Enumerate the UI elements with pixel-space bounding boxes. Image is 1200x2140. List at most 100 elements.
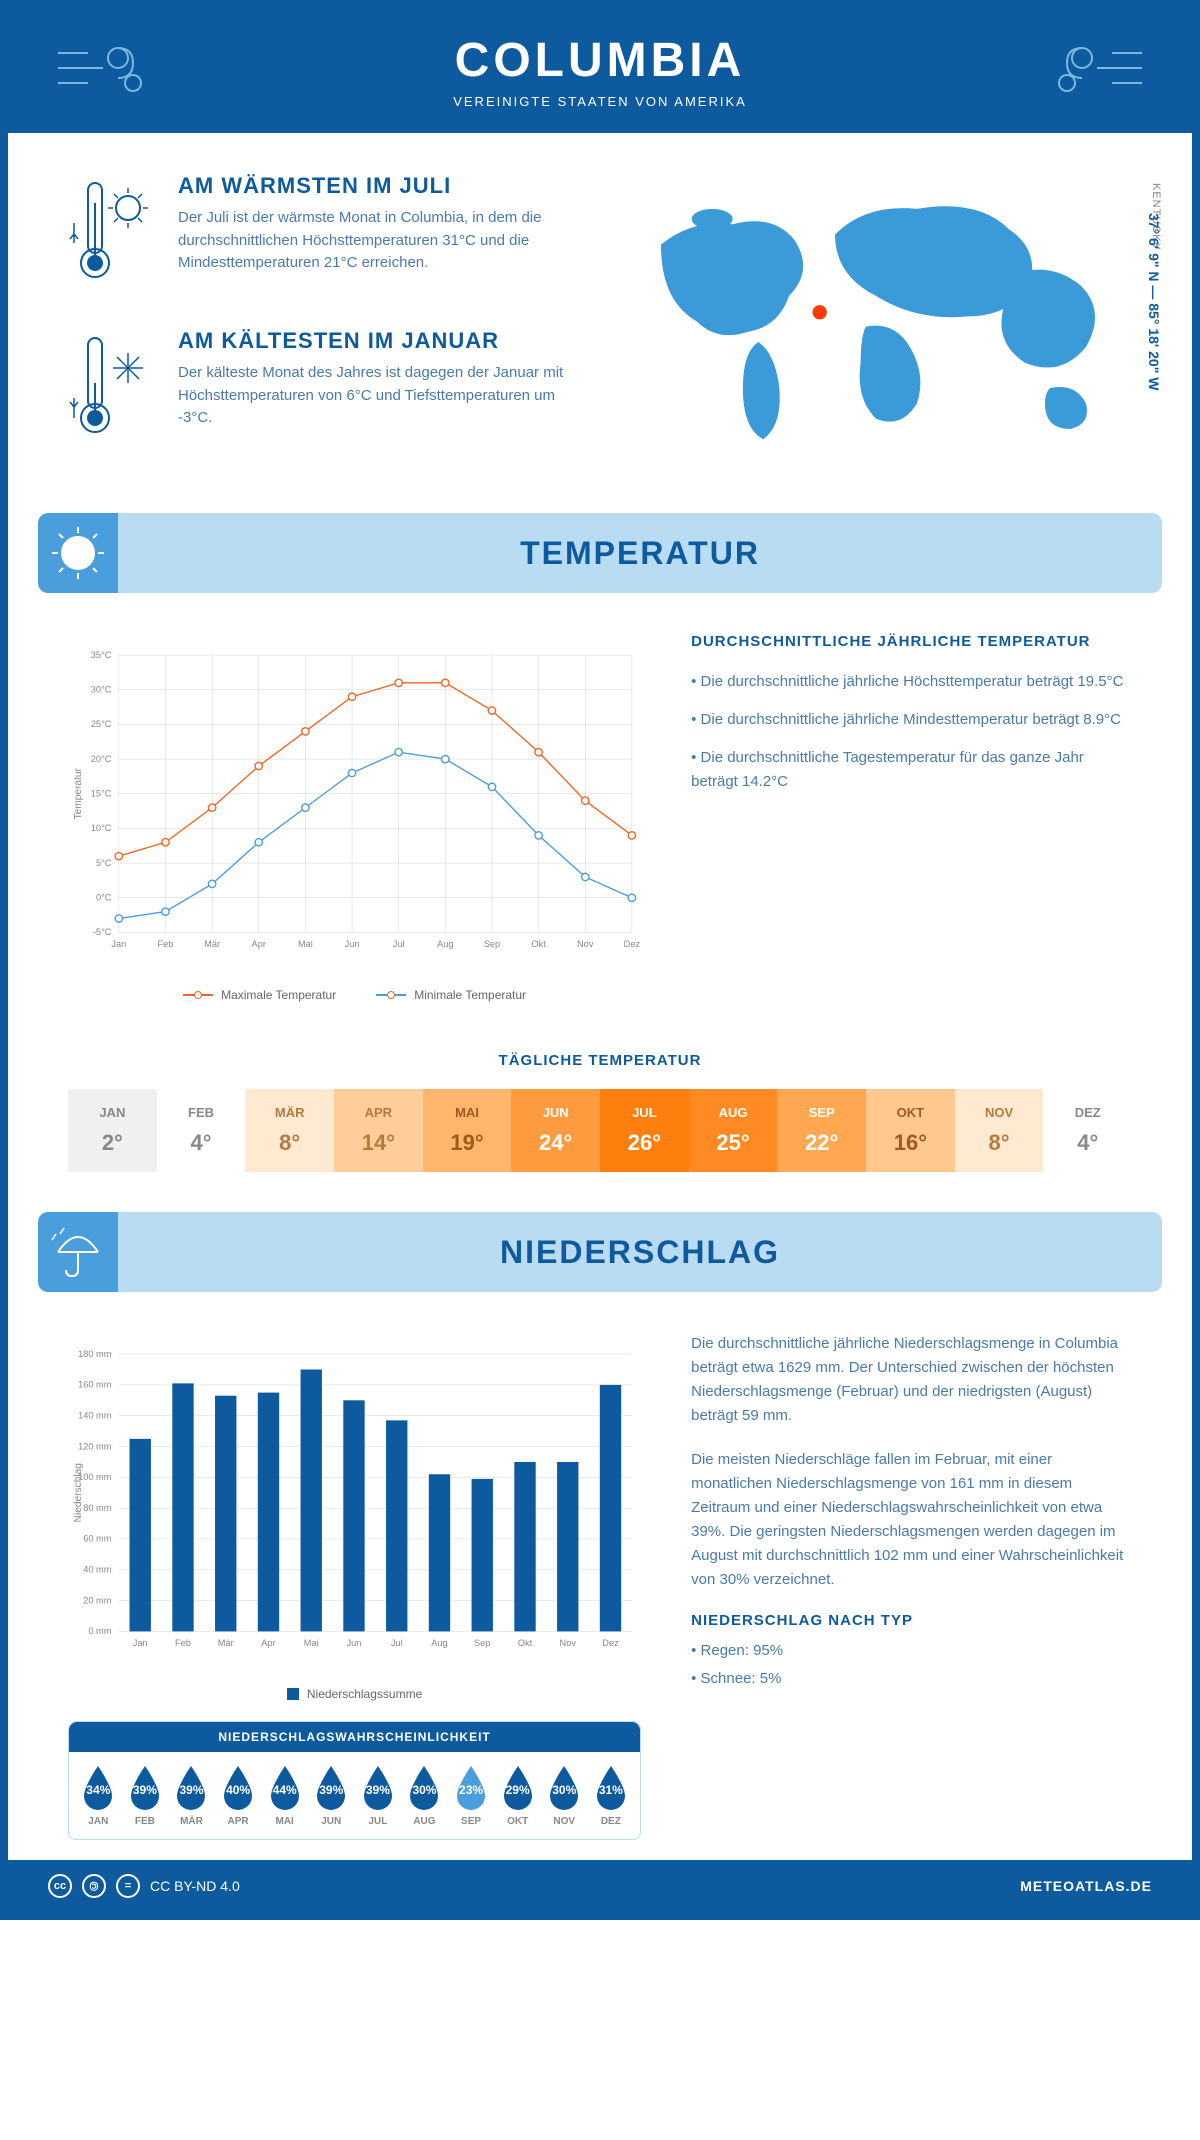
svg-text:Dez: Dez <box>602 1638 619 1648</box>
precip-legend-label: Niederschlagssumme <box>307 1687 422 1701</box>
month-cell: SEP 22° <box>777 1089 866 1172</box>
svg-text:Sep: Sep <box>484 939 500 949</box>
wind-icon-left <box>48 28 158 113</box>
svg-text:Mai: Mai <box>304 1638 319 1648</box>
temperature-title: TEMPERATUR <box>118 535 1162 572</box>
month-label: AUG <box>689 1105 778 1120</box>
prob-cell: 29% OKT <box>494 1764 541 1827</box>
prob-month: JUN <box>308 1816 355 1827</box>
prob-cell: 30% AUG <box>401 1764 448 1827</box>
month-label: SEP <box>777 1105 866 1120</box>
month-value: 19° <box>423 1130 512 1156</box>
raindrop-icon: 39% <box>171 1764 211 1812</box>
header-center: COLUMBIA VEREINIGTE STAATEN VON AMERIKA <box>158 33 1042 109</box>
svg-text:80 mm: 80 mm <box>83 1503 112 1513</box>
month-value: 14° <box>334 1130 423 1156</box>
svg-text:Jun: Jun <box>345 939 360 949</box>
svg-text:Temperatur: Temperatur <box>73 767 84 819</box>
precip-paragraph-2: Die meisten Niederschläge fallen im Febr… <box>691 1448 1132 1592</box>
month-label: MAI <box>423 1105 512 1120</box>
month-value: 25° <box>689 1130 778 1156</box>
intro-section: AM WÄRMSTEN IM JULI Der Juli ist der wär… <box>8 133 1192 513</box>
month-label: APR <box>334 1105 423 1120</box>
legend-min: Minimale Temperatur <box>414 988 526 1002</box>
raindrop-icon: 30% <box>544 1764 584 1812</box>
svg-text:Niederschlag: Niederschlag <box>73 1463 84 1522</box>
month-cell: JAN2° <box>68 1089 157 1172</box>
daily-temp-grid: JAN2°FEB4°MÄR8°APR14°MAI19°JUN24°JUL26°A… <box>68 1089 1132 1172</box>
svg-text:Jan: Jan <box>111 939 126 949</box>
svg-text:120 mm: 120 mm <box>78 1441 112 1451</box>
month-cell: MÄR8° <box>245 1089 334 1172</box>
by-icon: 🄯 <box>82 1874 106 1898</box>
prob-cell: 39% FEB <box>122 1764 169 1827</box>
prob-month: MÄR <box>168 1816 215 1827</box>
prob-month: APR <box>215 1816 262 1827</box>
svg-text:Jul: Jul <box>393 939 405 949</box>
raindrop-icon: 39% <box>125 1764 165 1812</box>
svg-text:40 mm: 40 mm <box>83 1565 112 1575</box>
svg-text:20°C: 20°C <box>91 754 112 764</box>
svg-text:Feb: Feb <box>158 939 174 949</box>
month-value: 16° <box>866 1130 955 1156</box>
footer: cc 🄯 = CC BY-ND 4.0 METEOATLAS.DE <box>8 1860 1192 1912</box>
svg-text:10°C: 10°C <box>91 823 112 833</box>
nd-icon: = <box>116 1874 140 1898</box>
svg-text:-5°C: -5°C <box>93 927 112 937</box>
raindrop-icon: 40% <box>218 1764 258 1812</box>
prob-cell: 23% SEP <box>448 1764 495 1827</box>
cc-icon: cc <box>48 1874 72 1898</box>
temperature-legend: .legend-swatch:nth-child(1)::after{borde… <box>68 988 641 1002</box>
svg-text:140 mm: 140 mm <box>78 1410 112 1420</box>
prob-value: 23% <box>459 1783 483 1797</box>
raindrop-icon: 39% <box>311 1764 351 1812</box>
svg-text:160 mm: 160 mm <box>78 1380 112 1390</box>
svg-text:60 mm: 60 mm <box>83 1534 112 1544</box>
svg-text:5°C: 5°C <box>96 858 112 868</box>
svg-text:35°C: 35°C <box>91 650 112 660</box>
svg-text:25°C: 25°C <box>91 719 112 729</box>
temperature-section-header: TEMPERATUR <box>38 513 1162 593</box>
legend-max: Maximale Temperatur <box>221 988 336 1002</box>
svg-text:Jun: Jun <box>347 1638 362 1648</box>
thermometer-sun-icon <box>68 173 158 298</box>
prob-month: SEP <box>448 1816 495 1827</box>
month-value: 22° <box>777 1130 866 1156</box>
prob-value: 39% <box>366 1783 390 1797</box>
precipitation-probability-box: NIEDERSCHLAGSWAHRSCHEINLICHKEIT 34% JAN … <box>68 1721 641 1840</box>
precipitation-body: 0 mm20 mm40 mm60 mm80 mm100 mm120 mm140 … <box>8 1292 1192 1860</box>
month-value: 4° <box>1043 1130 1132 1156</box>
month-label: JAN <box>68 1105 157 1120</box>
svg-text:0°C: 0°C <box>96 893 112 903</box>
svg-text:Dez: Dez <box>624 939 641 949</box>
sun-icon <box>38 513 118 593</box>
temperature-body: -5°C0°C5°C10°C15°C20°C25°C30°C35°CJanFeb… <box>8 593 1192 1022</box>
svg-text:Nov: Nov <box>577 939 594 949</box>
coldest-title: AM KÄLTESTEN IM JANUAR <box>178 328 580 354</box>
license-text: CC BY-ND 4.0 <box>150 1878 240 1894</box>
month-value: 26° <box>600 1130 689 1156</box>
page-subtitle: VEREINIGTE STAATEN VON AMERIKA <box>158 94 1042 109</box>
header: COLUMBIA VEREINIGTE STAATEN VON AMERIKA <box>8 8 1192 133</box>
precip-type-item: • Schnee: 5% <box>691 1667 1132 1691</box>
prob-month: OKT <box>494 1816 541 1827</box>
prob-month: JUL <box>355 1816 402 1827</box>
svg-text:Apr: Apr <box>261 1638 275 1648</box>
temperature-info: DURCHSCHNITTLICHE JÄHRLICHE TEMPERATUR •… <box>691 633 1132 1002</box>
prob-cell: 34% JAN <box>75 1764 122 1827</box>
svg-text:20 mm: 20 mm <box>83 1595 112 1605</box>
page-title: COLUMBIA <box>158 33 1042 88</box>
svg-text:Feb: Feb <box>175 1638 191 1648</box>
thermometer-snow-icon <box>68 328 158 453</box>
prob-value: 31% <box>599 1783 623 1797</box>
precipitation-chart: 0 mm20 mm40 mm60 mm80 mm100 mm120 mm140 … <box>68 1332 641 1672</box>
temp-info-title: DURCHSCHNITTLICHE JÄHRLICHE TEMPERATUR <box>691 633 1132 650</box>
raindrop-icon: 30% <box>404 1764 444 1812</box>
month-cell: APR 14° <box>334 1089 423 1172</box>
raindrop-icon: 31% <box>591 1764 631 1812</box>
month-cell: MAI 19° <box>423 1089 512 1172</box>
footer-site: METEOATLAS.DE <box>1020 1878 1152 1894</box>
svg-text:0 mm: 0 mm <box>88 1626 111 1636</box>
prob-title: NIEDERSCHLAGSWAHRSCHEINLICHKEIT <box>69 1722 640 1752</box>
umbrella-icon <box>38 1212 118 1292</box>
